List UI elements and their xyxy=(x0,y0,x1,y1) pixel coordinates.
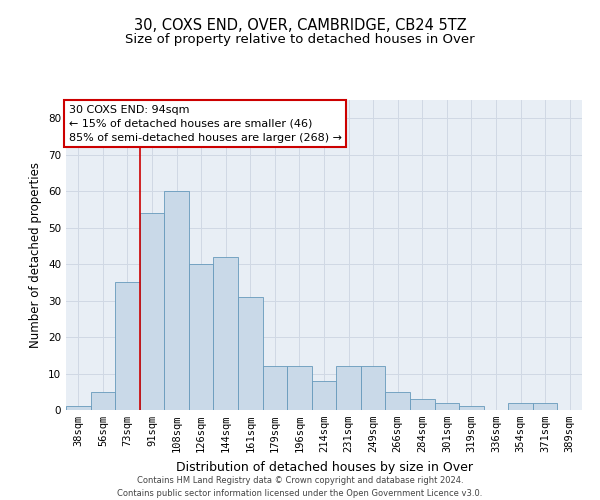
Bar xyxy=(140,213,164,410)
Bar xyxy=(459,406,484,410)
Text: 30 COXS END: 94sqm
← 15% of detached houses are smaller (46)
85% of semi-detache: 30 COXS END: 94sqm ← 15% of detached hou… xyxy=(68,104,341,142)
Bar xyxy=(91,392,115,410)
Bar xyxy=(385,392,410,410)
Bar xyxy=(189,264,214,410)
Bar xyxy=(263,366,287,410)
Y-axis label: Number of detached properties: Number of detached properties xyxy=(29,162,43,348)
Text: Size of property relative to detached houses in Over: Size of property relative to detached ho… xyxy=(125,32,475,46)
Bar xyxy=(66,406,91,410)
Bar xyxy=(361,366,385,410)
Bar xyxy=(238,297,263,410)
Bar xyxy=(287,366,312,410)
Bar xyxy=(115,282,140,410)
Bar xyxy=(336,366,361,410)
Bar xyxy=(434,402,459,410)
Text: 30, COXS END, OVER, CAMBRIDGE, CB24 5TZ: 30, COXS END, OVER, CAMBRIDGE, CB24 5TZ xyxy=(134,18,466,32)
Bar xyxy=(214,257,238,410)
Bar xyxy=(533,402,557,410)
Bar xyxy=(312,381,336,410)
Text: Contains HM Land Registry data © Crown copyright and database right 2024.
Contai: Contains HM Land Registry data © Crown c… xyxy=(118,476,482,498)
Bar xyxy=(410,399,434,410)
Bar xyxy=(164,191,189,410)
Bar xyxy=(508,402,533,410)
X-axis label: Distribution of detached houses by size in Over: Distribution of detached houses by size … xyxy=(176,460,473,473)
